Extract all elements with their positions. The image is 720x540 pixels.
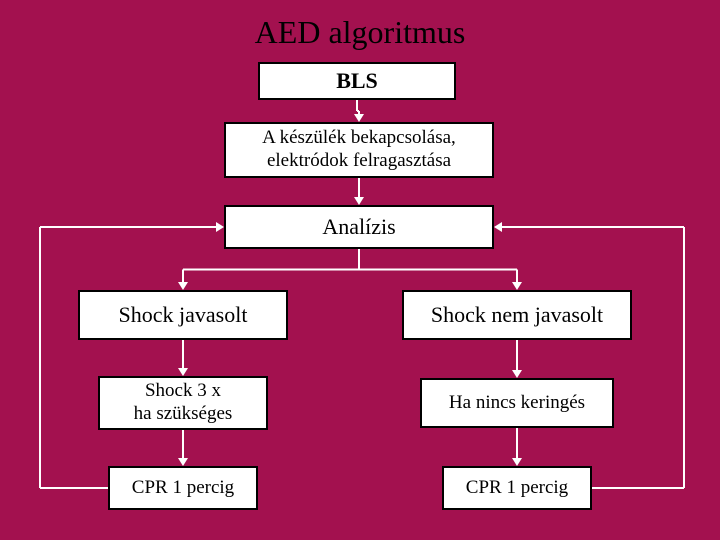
node-power: A készülék bekapcsolása, elektródok felr…	[224, 122, 494, 178]
node-shock-no: Shock nem javasolt	[402, 290, 632, 340]
diagram-title: AED algoritmus	[0, 14, 720, 51]
node-label: Analízis	[322, 214, 395, 240]
node-bls: BLS	[258, 62, 456, 100]
node-cpr-left: CPR 1 percig	[108, 466, 258, 510]
node-label: Shock nem javasolt	[431, 302, 603, 328]
node-nocirc: Ha nincs keringés	[420, 378, 614, 428]
node-shock-yes: Shock javasolt	[78, 290, 288, 340]
node-label: CPR 1 percig	[466, 477, 568, 500]
node-label: Shock javasolt	[119, 302, 248, 328]
node-analyze: Analízis	[224, 205, 494, 249]
node-label: BLS	[336, 68, 378, 94]
node-label: A készülék bekapcsolása, elektródok felr…	[262, 127, 456, 173]
node-label: Ha nincs keringés	[449, 392, 585, 415]
node-shock3: Shock 3 x ha szükséges	[98, 376, 268, 430]
node-cpr-right: CPR 1 percig	[442, 466, 592, 510]
node-label: CPR 1 percig	[132, 477, 234, 500]
node-label: Shock 3 x ha szükséges	[134, 380, 233, 426]
